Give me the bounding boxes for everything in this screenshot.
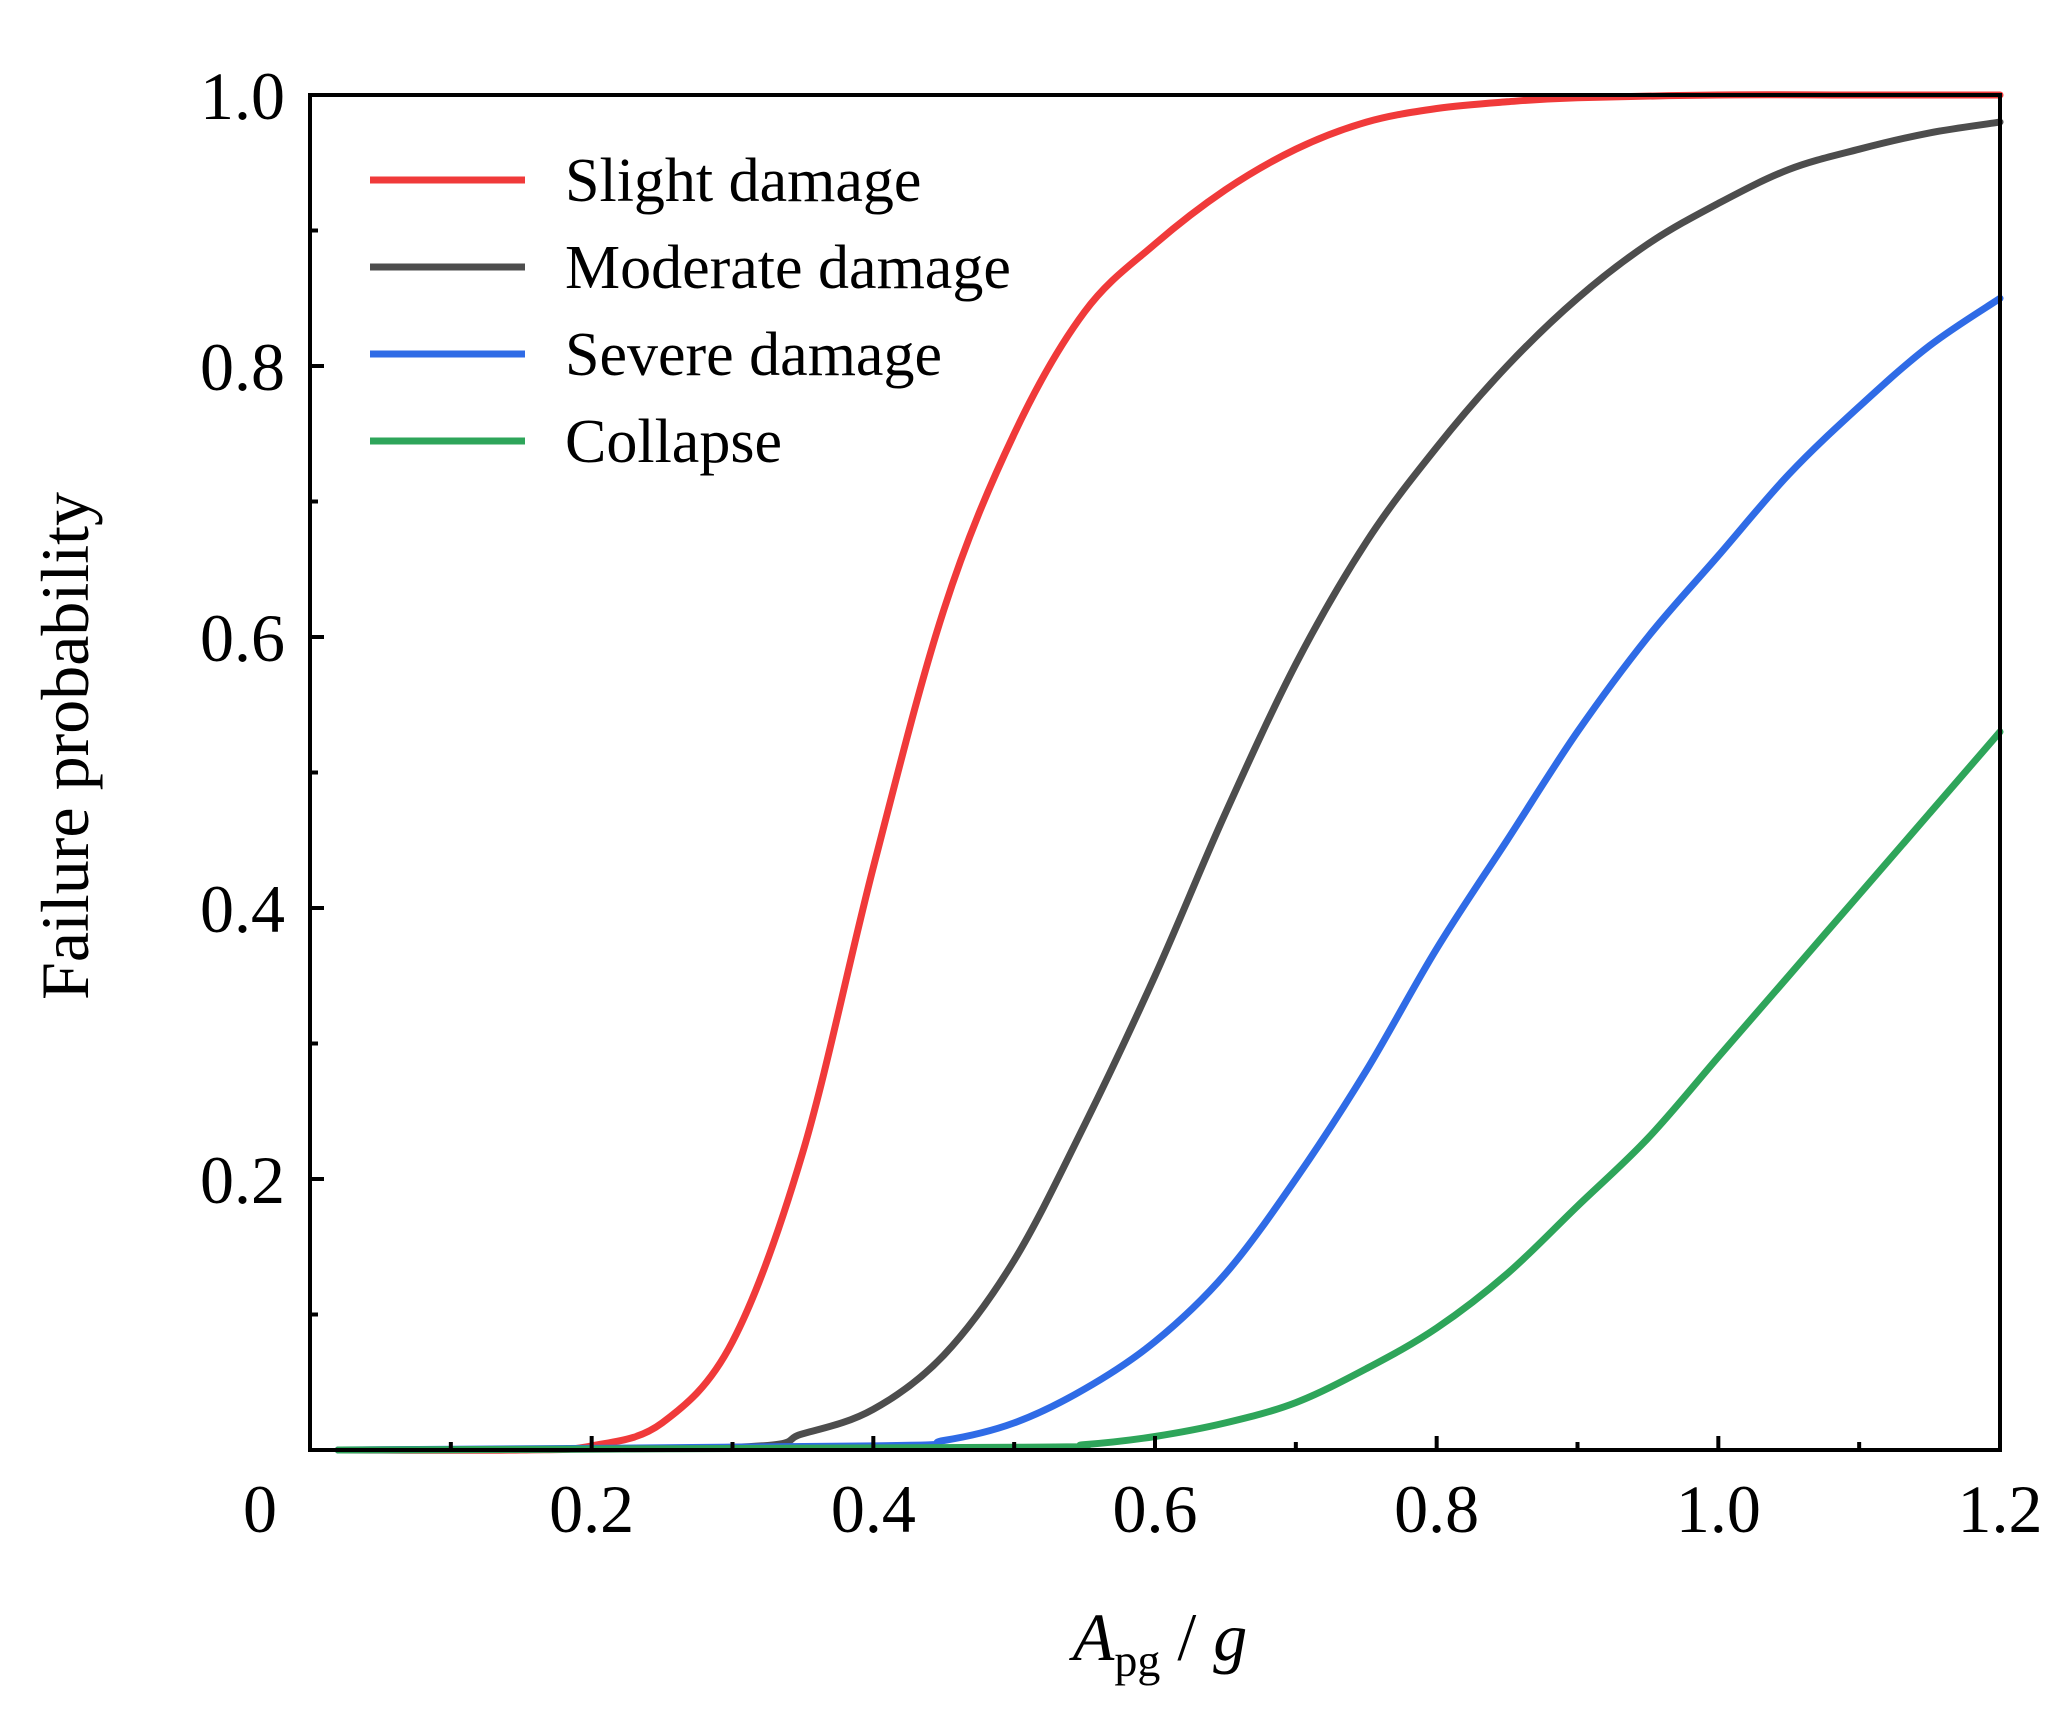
x-axis-title: Apg / g	[1069, 1599, 1247, 1686]
x-axis-title-main: A	[1069, 1599, 1115, 1675]
legend-label-collapse: Collapse	[565, 408, 782, 476]
x-tick-label: 1.0	[1676, 1471, 1761, 1547]
x-tick-label: 0.2	[549, 1471, 634, 1547]
y-tick-label: 1.0	[200, 58, 285, 134]
x-tick-label: 0	[243, 1471, 277, 1547]
x-tick-label: 1.2	[1958, 1471, 2043, 1547]
y-tick-label: 0.4	[200, 871, 285, 947]
legend-label-severe-damage: Severe damage	[565, 321, 942, 389]
plot-frame	[308, 93, 2002, 1452]
x-axis-title-separator: /	[1160, 1599, 1213, 1675]
y-tick-label: 0.2	[200, 1142, 285, 1218]
y-axis-title: Failure probability	[27, 492, 103, 1000]
x-axis-title-subscript: pg	[1114, 1635, 1160, 1686]
series-line-slight-damage	[334, 91, 2004, 1454]
y-tick-label: 0.8	[200, 329, 285, 405]
legend-label-moderate-damage: Moderate damage	[565, 234, 1011, 302]
series-layer	[334, 91, 2004, 1454]
y-tick-label: 0.6	[200, 600, 285, 676]
x-tick-label: 0.4	[831, 1471, 916, 1547]
series-line-collapse	[334, 728, 2004, 1454]
ticks-layer: 0 0.2 0.4 0.6 0.8 1.0 1.2 0.2 0.4 0.6 0.8 1.0	[200, 58, 2043, 1547]
legend: Slight damage Moderate damage Severe damag…	[370, 147, 1011, 476]
x-axis-title-g: g	[1213, 1599, 1247, 1675]
x-tick-label: 0.6	[1113, 1471, 1198, 1547]
series-line-moderate-damage	[334, 118, 2004, 1454]
series-line-severe-damage	[334, 294, 2004, 1454]
legend-label-slight-damage: Slight damage	[565, 147, 921, 215]
x-tick-label: 0.8	[1394, 1471, 1479, 1547]
